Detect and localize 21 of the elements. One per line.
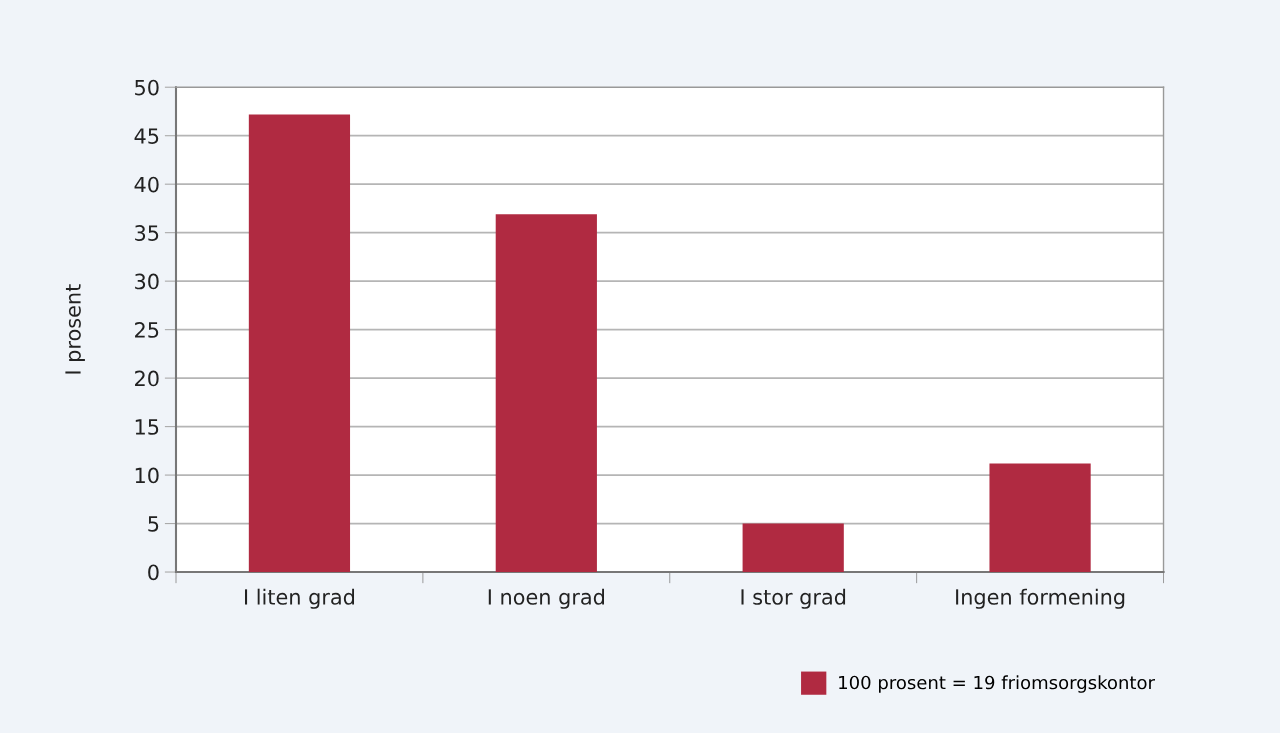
legend-label: 100 prosent = 19 friomsorgskontor [839, 675, 1155, 693]
y-tick-label: 50 [135, 79, 159, 96]
y-tick-label: 30 [135, 273, 159, 290]
y-tick-label: 45 [134, 128, 159, 144]
x-tick-label: I liten grad [245, 588, 355, 609]
y-tick-label: 25 [135, 322, 159, 338]
bar [248, 114, 351, 573]
x-tick-label: I stor grad [741, 588, 846, 609]
x-tick-label: I noen grad [488, 588, 604, 609]
y-tick-label: 0 [148, 564, 159, 581]
y-tick-label: 10 [135, 467, 159, 484]
bar [742, 523, 844, 573]
x-tick-label: Ingen formening [956, 588, 1125, 609]
y-tick-label: 20 [135, 370, 159, 387]
y-axis-title: I prosent [65, 284, 85, 374]
bar [495, 214, 597, 573]
y-tick-label: 40 [134, 176, 159, 193]
bar [989, 463, 1091, 573]
y-tick-label: 15 [135, 419, 159, 435]
y-tick-label: 5 [148, 516, 159, 532]
y-tick-label: 35 [135, 225, 159, 241]
